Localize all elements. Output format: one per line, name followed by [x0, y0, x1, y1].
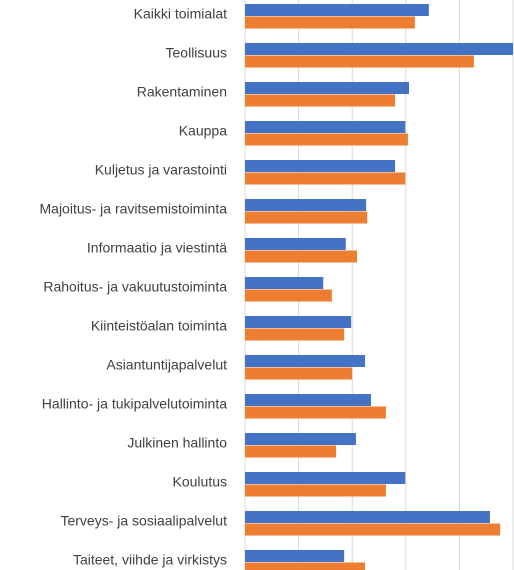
y-tick-label: Koulutus — [173, 474, 227, 490]
y-tick-label: Informaatio ja viestintä — [87, 240, 227, 256]
bar — [245, 445, 337, 458]
bar — [245, 82, 410, 94]
bar — [245, 523, 501, 536]
bar — [245, 121, 406, 133]
bar — [245, 328, 345, 341]
y-tick-label: Teollisuus — [166, 45, 227, 61]
bar — [245, 94, 396, 107]
bar — [245, 238, 346, 250]
y-tick-label: Kauppa — [179, 123, 227, 139]
bar — [245, 172, 406, 185]
bar — [245, 394, 371, 406]
bar — [245, 484, 386, 497]
bar — [245, 355, 366, 367]
y-tick-label: Julkinen hallinto — [127, 435, 227, 451]
bar — [245, 406, 386, 419]
y-tick-label: Rakentaminen — [137, 84, 227, 100]
bar — [245, 250, 358, 263]
bar — [245, 55, 474, 68]
bar — [245, 367, 353, 380]
y-tick-label: Taiteet, viihde ja virkistys — [73, 552, 227, 568]
bar — [245, 316, 352, 328]
y-tick-label: Rahoitus- ja vakuutustoiminta — [43, 279, 227, 295]
y-tick-label: Majoitus- ja ravitsemistoiminta — [40, 201, 228, 217]
y-tick-label: Terveys- ja sosiaalipalvelut — [60, 513, 227, 529]
y-tick-label: Kaikki toimialat — [134, 6, 227, 22]
bar — [245, 199, 367, 211]
bar — [245, 289, 332, 302]
bar — [245, 472, 406, 484]
bar — [245, 211, 368, 224]
bar — [245, 550, 345, 562]
bar — [245, 4, 429, 16]
bar — [245, 160, 396, 172]
bar — [245, 511, 490, 523]
bar — [245, 433, 356, 445]
y-tick-label: Kuljetus ja varastointi — [95, 162, 227, 178]
y-tick-label: Hallinto- ja tukipalvelutoiminta — [42, 396, 227, 412]
bar — [245, 277, 324, 289]
bar — [245, 562, 366, 570]
bar — [245, 133, 408, 146]
bar — [245, 16, 415, 29]
bar — [245, 43, 513, 55]
y-tick-label: Asiantuntijapalvelut — [106, 357, 227, 373]
y-tick-label: Kiinteistöalan toiminta — [91, 318, 227, 334]
